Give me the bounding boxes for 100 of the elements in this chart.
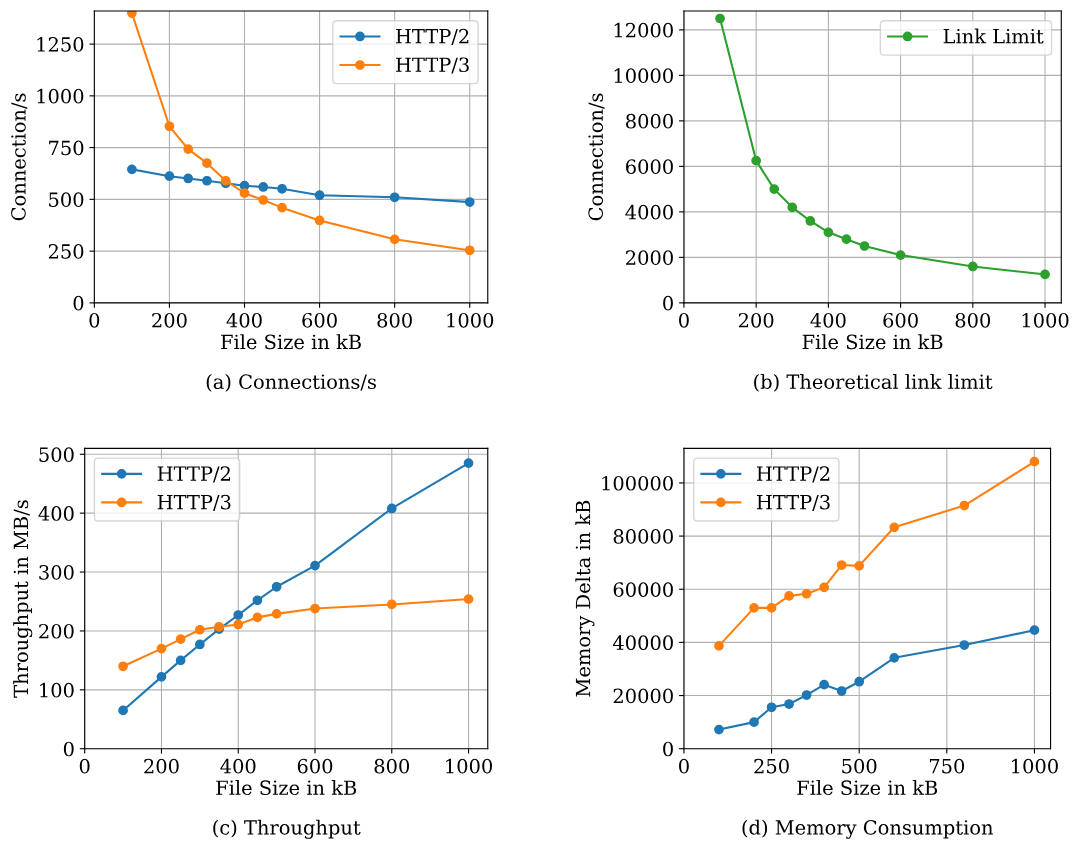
y-axis-title: Memory Delta in kB xyxy=(575,500,595,697)
y-tick-label: 200 xyxy=(39,623,74,639)
x-tick-label: 800 xyxy=(374,758,410,774)
point xyxy=(252,595,263,606)
point xyxy=(841,234,852,245)
y-tick-label: 0 xyxy=(663,295,673,311)
point xyxy=(314,215,325,226)
point xyxy=(183,144,194,154)
point xyxy=(1029,625,1040,636)
y-tick-label: 1000 xyxy=(37,88,84,104)
x-tick-label: 800 xyxy=(955,312,991,328)
point xyxy=(854,560,865,571)
x-tick-label: 400 xyxy=(810,312,846,328)
point xyxy=(769,184,780,194)
point xyxy=(277,183,287,194)
point xyxy=(889,652,900,663)
y-tick-label: 4000 xyxy=(625,204,673,220)
point xyxy=(823,227,834,238)
y-axis-title: Connection/s xyxy=(588,93,605,221)
y-axis-title: Connection/s xyxy=(11,93,28,221)
x-axis-title: File Size in kB xyxy=(797,780,938,796)
x-tick-label: 750 xyxy=(929,758,965,774)
point xyxy=(967,261,978,272)
y-tick-label: 6000 xyxy=(626,159,673,175)
point xyxy=(118,705,128,716)
y-tick-label: 500 xyxy=(39,447,74,462)
y-tick-label: 1250 xyxy=(37,37,84,52)
x-tick-label: 0 xyxy=(679,758,689,774)
x-tick-label: 600 xyxy=(883,312,918,328)
point xyxy=(464,197,475,207)
y-tick-label: 500 xyxy=(49,192,84,208)
point xyxy=(463,458,474,468)
x-tick-label: 400 xyxy=(220,758,256,774)
x-tick-label: 500 xyxy=(842,758,877,774)
text: (b) Theoretical link limit xyxy=(754,374,993,392)
x-tick-label: 400 xyxy=(226,312,262,328)
point xyxy=(854,676,865,687)
x-tick-label: 800 xyxy=(377,312,412,328)
point xyxy=(183,173,194,184)
x-tick-label: 200 xyxy=(152,312,187,328)
x-tick-label: 0 xyxy=(89,312,100,328)
y-tick-label: 8000 xyxy=(626,113,673,129)
point xyxy=(836,686,847,696)
point xyxy=(386,503,397,514)
y-tick-label: 0 xyxy=(73,295,84,311)
point xyxy=(127,164,137,175)
x-axis-title: File Size in kB xyxy=(802,334,943,350)
point xyxy=(751,155,762,166)
point xyxy=(314,190,325,201)
point xyxy=(202,158,212,169)
x-tick-label: 200 xyxy=(738,312,774,328)
x-tick-label: 1000 xyxy=(447,312,494,328)
y-tick-label: 250 xyxy=(48,244,84,259)
y-tick-label: 300 xyxy=(39,565,74,580)
point xyxy=(277,202,287,213)
x-axis-title: File Size in kB xyxy=(221,334,361,350)
point xyxy=(959,500,970,511)
point xyxy=(784,699,794,709)
point xyxy=(310,603,320,614)
point xyxy=(194,624,205,635)
point xyxy=(787,202,798,213)
point xyxy=(233,619,244,630)
x-tick-label: 1000 xyxy=(1022,312,1069,328)
point xyxy=(202,175,212,186)
point xyxy=(859,241,870,251)
x-axis-title: File Size in kB xyxy=(216,780,357,796)
point xyxy=(1029,456,1040,467)
point xyxy=(766,602,777,613)
point xyxy=(749,717,759,727)
x-tick-label: 600 xyxy=(297,758,333,774)
y-tick-label: 0 xyxy=(663,741,673,757)
point xyxy=(258,182,269,192)
point xyxy=(464,245,475,256)
y-tick-label: 100 xyxy=(40,682,74,698)
point xyxy=(714,724,724,735)
point xyxy=(389,234,400,245)
legend-label: HTTP/2 xyxy=(756,466,830,483)
legend-label: Link Limit xyxy=(943,28,1044,44)
point xyxy=(118,661,128,672)
text: (d) Memory Consumption xyxy=(742,819,993,839)
point xyxy=(252,612,263,623)
point xyxy=(389,192,400,203)
point xyxy=(233,610,244,620)
point xyxy=(271,581,282,592)
point xyxy=(239,188,250,199)
point xyxy=(895,250,906,260)
y-tick-label: 40000 xyxy=(612,635,673,651)
point xyxy=(766,702,777,713)
point xyxy=(386,599,397,610)
legend-label: HTTP/3 xyxy=(756,494,830,511)
y-axis-title: Throughput in MB/s xyxy=(13,500,33,698)
y-tick-label: 20000 xyxy=(613,688,673,704)
point xyxy=(194,639,205,650)
point xyxy=(156,672,167,682)
point xyxy=(801,690,812,700)
x-tick-label: 0 xyxy=(679,312,689,328)
point xyxy=(258,195,269,205)
y-tick-label: 100000 xyxy=(602,475,673,491)
point xyxy=(801,588,812,599)
x-tick-label: 1000 xyxy=(446,758,493,774)
